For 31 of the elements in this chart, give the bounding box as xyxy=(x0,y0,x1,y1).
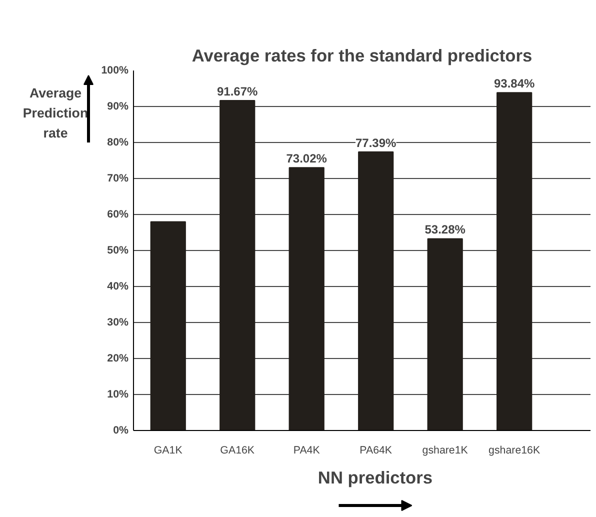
y-tick-label: 90% xyxy=(107,100,130,112)
x-tick-label: PA64K xyxy=(360,444,392,456)
y-tick-label: 80% xyxy=(107,136,130,148)
y-tick-label: 70% xyxy=(107,172,130,184)
chart-title: Average rates for the standard predictors xyxy=(192,46,532,66)
y-tick-label: 10% xyxy=(107,388,130,400)
bar xyxy=(288,167,324,430)
data-label: 91.67% xyxy=(217,84,258,98)
y-tick-label: 30% xyxy=(107,316,130,328)
y-tick-label: 50% xyxy=(107,244,130,256)
x-tick-label: PA4K xyxy=(293,444,320,456)
x-tick-label: GA16K xyxy=(220,444,255,456)
bar xyxy=(496,92,532,430)
y-tick-label: 60% xyxy=(107,208,130,220)
x-tick-label: gshare1K xyxy=(422,444,468,456)
x-tick-label: gshare16K xyxy=(488,444,540,456)
x-axis-title: NN predictors xyxy=(318,468,433,488)
y-axis-title: Average Prediction rate xyxy=(22,86,88,140)
data-label: 53.28% xyxy=(424,222,466,237)
y-tick-label: 40% xyxy=(107,280,130,292)
data-label: 77.39% xyxy=(356,136,397,150)
y-tick-label: 0% xyxy=(113,424,130,436)
y-tick-label: 20% xyxy=(107,352,130,364)
bar xyxy=(150,221,186,430)
bar xyxy=(427,238,463,430)
data-label: 73.02% xyxy=(286,152,328,166)
y-tick-label: 100% xyxy=(101,64,130,76)
data-label: 93.84% xyxy=(494,76,536,91)
bar xyxy=(220,100,256,430)
x-tick-label: GA1K xyxy=(154,444,182,456)
bar xyxy=(358,151,394,430)
